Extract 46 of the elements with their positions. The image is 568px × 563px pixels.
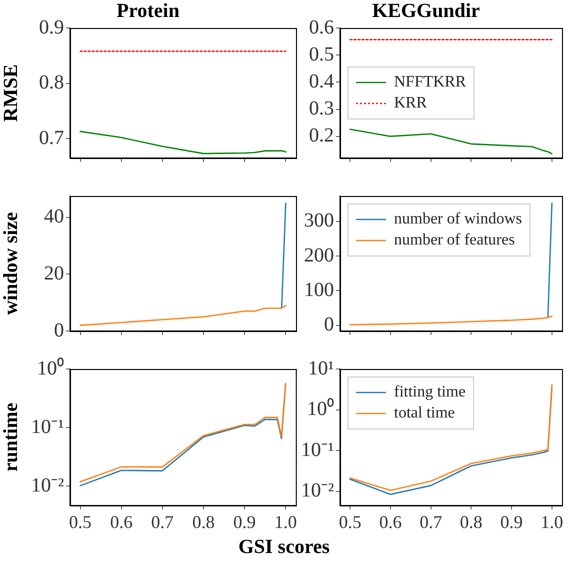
y-tick-label: 0.4 — [309, 70, 334, 92]
y-tick-label: 10¹ — [308, 357, 334, 380]
legend-label: number of features — [394, 232, 515, 249]
y-axis-title: RMSE — [0, 64, 22, 122]
legend-label: NFFTKRR — [394, 74, 466, 91]
y-tick-label: 0.5 — [309, 43, 334, 66]
x-tick-label: 0.7 — [420, 512, 442, 532]
x-tick-label: 0.9 — [500, 512, 523, 532]
y-tick-label: 0.8 — [39, 72, 64, 94]
y-axis-title: runtime — [0, 402, 22, 472]
y-tick-label: 0.6 — [309, 16, 334, 38]
legend-label: fitting time — [394, 384, 466, 401]
y-tick-label: 0 — [324, 314, 334, 336]
x-tick-label: 0.6 — [379, 512, 402, 532]
x-tick-label: 1.0 — [274, 512, 297, 532]
legend-label: number of windows — [394, 210, 522, 228]
x-tick-label: 0.6 — [110, 512, 133, 532]
y-tick-label: 0.7 — [39, 126, 64, 149]
y-tick-label: 10⁻² — [31, 474, 64, 496]
x-tick-label: 1.0 — [540, 512, 564, 532]
y-tick-label: 0.2 — [309, 124, 334, 147]
y-tick-label: 0.9 — [39, 16, 64, 38]
x-axis-title: GSI scores — [237, 536, 331, 559]
y-tick-label: 10⁻² — [301, 480, 334, 502]
legend-label: total time — [394, 404, 455, 422]
x-tick-label: 0.5 — [338, 512, 362, 532]
x-tick-label: 0.5 — [69, 512, 92, 532]
chart-title: Protein — [116, 0, 180, 22]
y-tick-label: 20 — [44, 262, 64, 284]
x-tick-label: 0.7 — [151, 512, 174, 532]
y-tick-label: 10⁰ — [307, 397, 334, 420]
y-tick-label: 300 — [304, 210, 334, 232]
y-tick-label: 10⁻¹ — [301, 438, 334, 461]
x-tick-label: 0.8 — [460, 512, 482, 532]
y-axis-title: window size — [0, 212, 22, 315]
y-tick-label: 10⁻¹ — [31, 416, 64, 438]
y-tick-label: 100 — [304, 278, 334, 301]
x-tick-label: 0.9 — [233, 512, 256, 532]
y-tick-label: 10⁰ — [37, 356, 64, 380]
y-tick-label: 40 — [44, 206, 64, 228]
x-tick-label: 0.8 — [192, 512, 215, 532]
y-tick-label: 200 — [304, 244, 334, 266]
y-tick-label: 0.3 — [309, 98, 334, 120]
y-tick-label: 0 — [54, 319, 64, 342]
chart-title: KEGGundir — [372, 0, 480, 22]
legend-label: KRR — [394, 94, 428, 112]
